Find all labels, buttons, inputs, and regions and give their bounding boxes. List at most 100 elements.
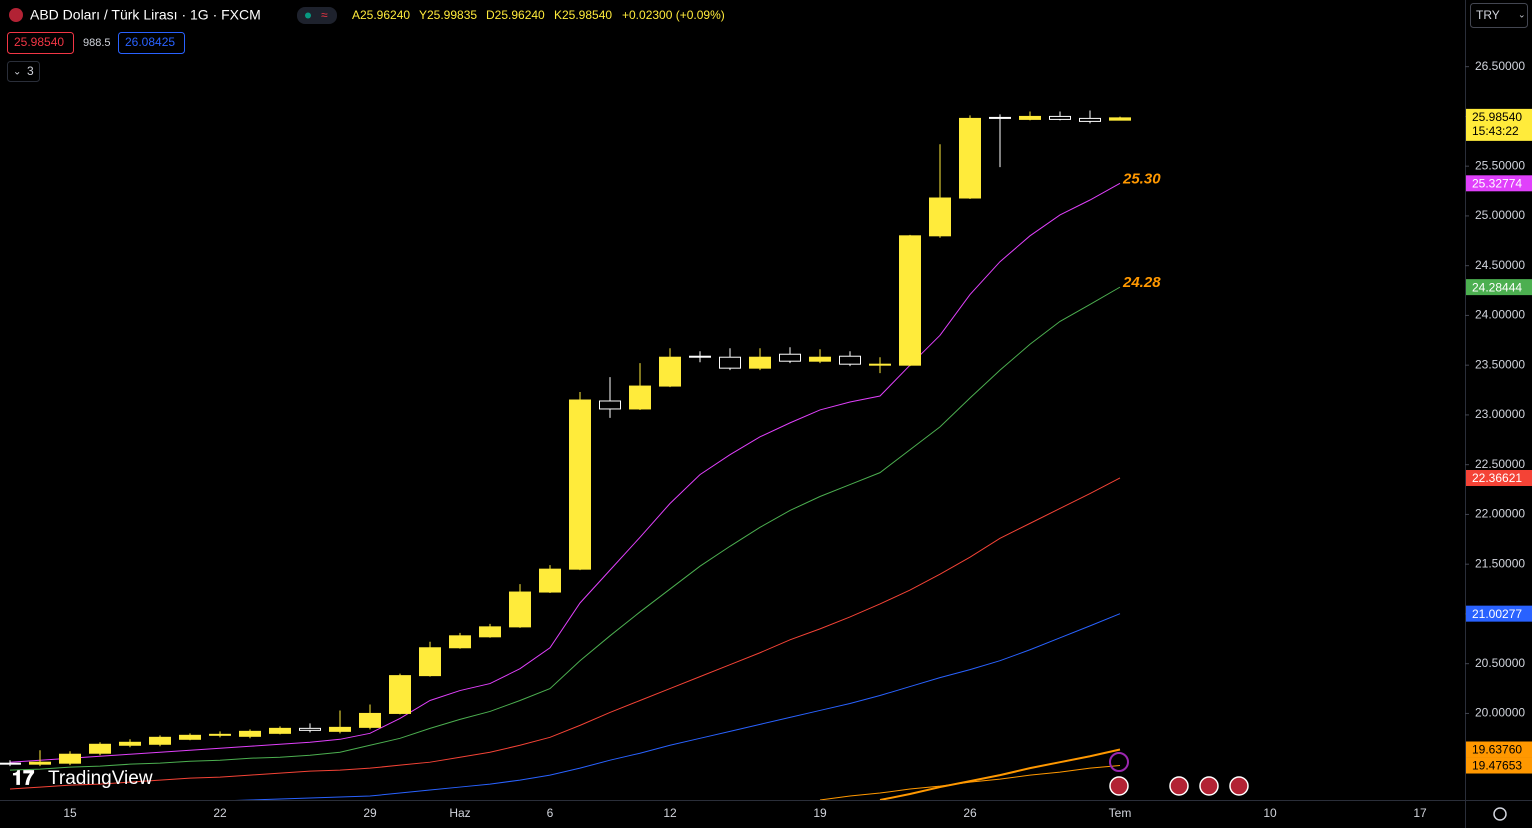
x-tick-label: 15 <box>63 806 77 820</box>
candle-body <box>119 741 141 746</box>
candle-body <box>869 363 891 366</box>
candle-body <box>809 356 831 362</box>
x-tick-label: 26 <box>963 806 977 820</box>
candle-body <box>959 117 981 199</box>
ohlc: Y25.99835 <box>419 8 477 22</box>
candle-body <box>449 635 471 649</box>
y-tick-label: 20.50000 <box>1475 656 1525 670</box>
candle-body <box>29 761 51 765</box>
bid-box[interactable] <box>7 32 74 54</box>
line-annotation: 24.28 <box>1122 274 1161 291</box>
candle-body <box>749 356 771 369</box>
chevron: ⌄ <box>13 67 21 78</box>
indicators-toggle[interactable] <box>7 61 40 82</box>
price-label-box <box>1466 279 1532 296</box>
candle-body <box>299 727 321 731</box>
status-dot <box>305 12 311 19</box>
status-icon: ≈ <box>321 8 328 22</box>
ask-box[interactable] <box>118 32 185 54</box>
symbol-title[interactable]: ABD Doları / Türk Lirası · 1G · FXCM <box>30 7 261 23</box>
status-pill[interactable] <box>297 7 337 24</box>
ma-line <box>9 286 1121 771</box>
candle-body <box>989 116 1011 119</box>
candle-body <box>269 727 291 734</box>
plot <box>0 110 1131 800</box>
y-tick-label: 23.00000 <box>1475 407 1525 421</box>
chevron: ⌄ <box>1518 9 1526 19</box>
candle-body <box>1079 117 1101 122</box>
candle-body <box>899 235 921 366</box>
candle-body <box>1019 115 1041 120</box>
line-annotation: 25.30 <box>1122 170 1161 187</box>
candle-body <box>689 355 711 358</box>
x-tick-label: 29 <box>363 806 377 820</box>
price-label: 24.28444 <box>1472 280 1522 294</box>
last-price-box <box>1466 108 1532 141</box>
candle-body <box>329 726 351 732</box>
settings-icon[interactable] <box>1493 807 1507 821</box>
candle-body <box>779 353 801 362</box>
price-label-box <box>1466 741 1532 758</box>
y-tick-label: 23.50000 <box>1475 357 1525 371</box>
y-tick-label: 22.00000 <box>1475 507 1525 521</box>
event-icon[interactable] <box>1169 776 1189 796</box>
ohlc: D25.96240 <box>486 8 545 22</box>
price-label: 22.36621 <box>1472 471 1522 485</box>
y-tick-label: 26.50000 <box>1475 59 1525 73</box>
y-tick-label: 21.50000 <box>1475 556 1525 570</box>
ma-line <box>879 748 1121 800</box>
ohlc: K25.98540 <box>554 8 612 22</box>
ohlc: A25.96240 <box>352 8 410 22</box>
y-tick-label: 24.00000 <box>1475 308 1525 322</box>
candle-body <box>419 647 441 677</box>
event-icon[interactable] <box>1199 776 1219 796</box>
candle-body <box>719 356 741 369</box>
candle-body <box>509 591 531 628</box>
ma-line <box>9 477 1121 790</box>
x-tick-label: 17 <box>1413 806 1427 820</box>
event-icon[interactable] <box>1229 776 1249 796</box>
y-tick-label: 22.50000 <box>1475 457 1525 471</box>
candle-body <box>359 712 381 728</box>
candle-body <box>209 733 231 736</box>
candle-body <box>599 400 621 410</box>
currency-button[interactable] <box>1470 3 1528 28</box>
candle-body <box>539 568 561 593</box>
spread: 988.5 <box>83 37 111 49</box>
price-label: 25.32774 <box>1472 176 1522 190</box>
candle-body <box>839 355 861 365</box>
ma-line <box>9 182 1121 763</box>
y-tick-label: 25.50000 <box>1475 158 1525 172</box>
bid: 25.98540 <box>14 35 64 49</box>
candle-body <box>179 734 201 740</box>
candle-body <box>659 356 681 387</box>
price-label: 19.47653 <box>1472 759 1522 773</box>
last-price: 25.98540 <box>1472 110 1522 124</box>
event-icon[interactable] <box>1109 776 1129 796</box>
candle-body <box>59 753 81 764</box>
price-label: 19.63760 <box>1472 743 1522 757</box>
ma-line <box>819 765 1121 800</box>
price-label-box <box>1466 175 1532 192</box>
candle-body <box>0 762 21 765</box>
price-label-box <box>1466 757 1532 774</box>
y-tick-label: 25.00000 <box>1475 208 1525 222</box>
x-tick-label: 12 <box>663 806 677 820</box>
price-label-box <box>1466 469 1532 486</box>
price-label: 21.00277 <box>1472 607 1522 621</box>
ma-line <box>234 613 1121 800</box>
symbol-icon <box>9 8 23 22</box>
logo-mark: 𝟏𝟕 <box>12 767 34 789</box>
candle-body <box>389 675 411 714</box>
currency: TRY <box>1476 8 1500 22</box>
x-tick-label: 22 <box>213 806 227 820</box>
y-tick-label: 20.00000 <box>1475 706 1525 720</box>
x-tick-label: Haz <box>449 806 470 820</box>
logo: TradingView <box>48 768 153 789</box>
candle-body <box>479 626 501 638</box>
countdown: 15:43:22 <box>1472 124 1519 138</box>
event-icon[interactable] <box>1109 752 1129 772</box>
candle-body <box>149 736 171 745</box>
